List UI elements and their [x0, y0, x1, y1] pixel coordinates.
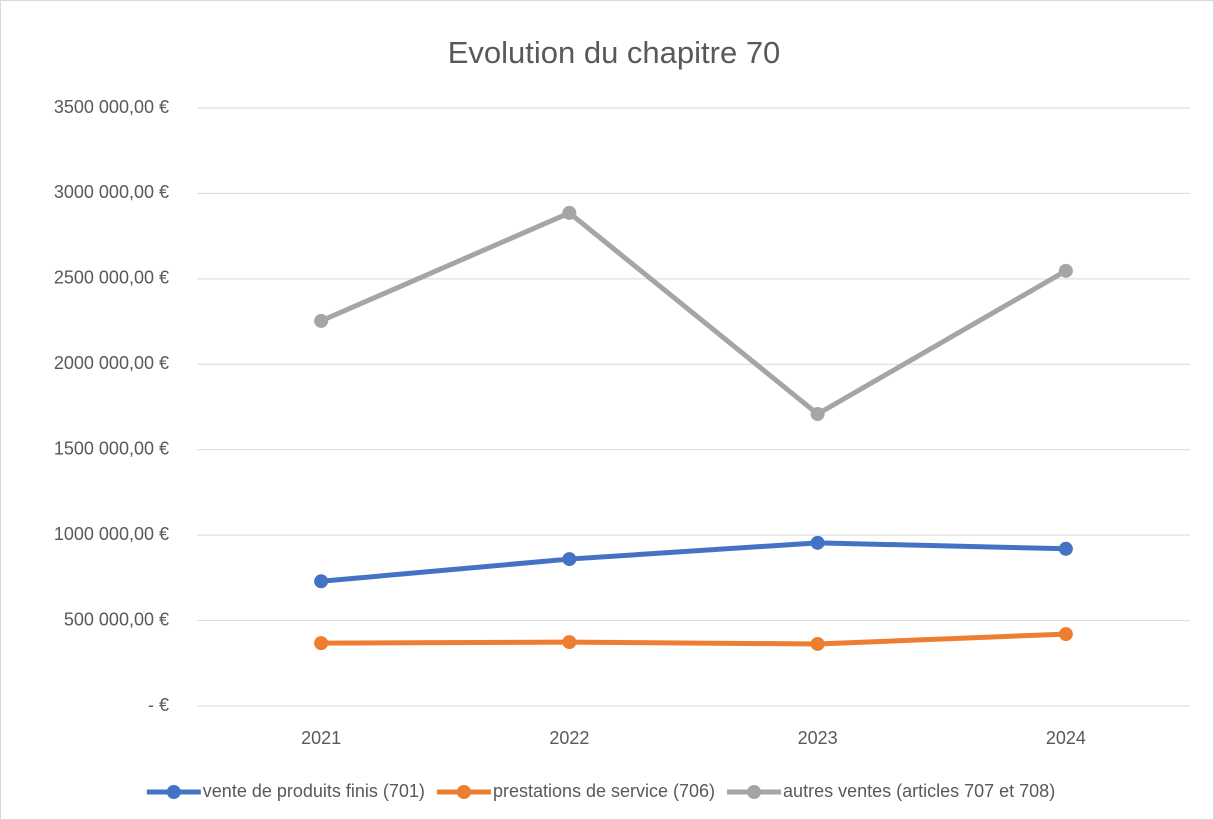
series-line	[318, 540, 1069, 584]
x-tick-label: 2022	[549, 728, 589, 748]
legend-marker	[747, 785, 762, 799]
y-tick-label: 3500 000,00 €	[54, 97, 169, 117]
legend-marker	[456, 785, 471, 799]
data-point	[1058, 627, 1073, 642]
legend-marker	[166, 785, 181, 799]
data-point	[314, 574, 329, 589]
x-tick-label: 2024	[1046, 728, 1086, 748]
data-point	[562, 552, 577, 567]
legend-label: vente de produits finis (701)	[203, 781, 425, 801]
x-tick-label: 2021	[301, 728, 341, 748]
y-tick-label: 3000 000,00 €	[54, 182, 169, 202]
data-point	[562, 205, 577, 220]
chart-title: Evolution du chapitre 70	[448, 35, 781, 70]
y-tick-label: 1500 000,00 €	[54, 438, 169, 458]
series-line	[318, 631, 1069, 647]
x-tick-label: 2023	[798, 728, 838, 748]
data-point	[1058, 541, 1073, 556]
y-tick-label: 2500 000,00 €	[54, 268, 169, 288]
data-point	[562, 635, 577, 650]
data-point	[314, 636, 329, 651]
data-point	[1058, 263, 1073, 278]
data-point	[810, 636, 825, 651]
y-tick-label: - €	[148, 695, 169, 715]
data-point	[810, 535, 825, 550]
y-tick-label: 2000 000,00 €	[54, 353, 169, 373]
legend-label: prestations de service (706)	[493, 781, 715, 801]
legend-label: autres ventes (articles 707 et 708)	[783, 781, 1055, 801]
series-line	[318, 210, 1069, 417]
y-tick-label: 1000 000,00 €	[54, 524, 169, 544]
data-point	[314, 313, 329, 328]
data-point	[810, 407, 825, 422]
y-tick-label: 500 000,00 €	[64, 609, 169, 629]
